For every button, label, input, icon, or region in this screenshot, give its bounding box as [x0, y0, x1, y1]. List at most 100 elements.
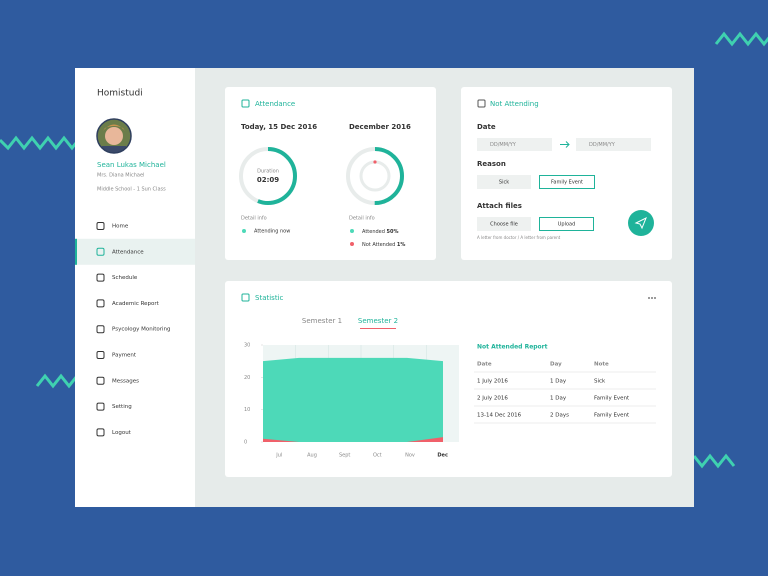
- cell: Family Event: [594, 396, 630, 402]
- attach-label: Attach files: [477, 202, 522, 210]
- sidebar: [75, 68, 195, 507]
- menu-item[interactable]: Schedule: [96, 273, 138, 282]
- menu-item[interactable]: Attendance: [75, 238, 195, 265]
- upload-button[interactable]: [539, 217, 594, 231]
- not-attended: Not Attended 1%: [362, 242, 405, 248]
- today-heading: Today, 15 Dec 2016: [241, 123, 317, 131]
- menu-icon: [96, 402, 105, 411]
- ring-progress: [239, 147, 297, 205]
- menu-item[interactable]: Home: [96, 222, 129, 230]
- profile-class: Middle School - 1 Sun Class: [97, 187, 166, 193]
- legend-dot: [350, 229, 354, 233]
- report-table: Date Day Note 1 July 2016 1 Day Sick 2 July 20…: [474, 362, 656, 424]
- menu: Home Attendance Schedule Academic Report Psy…: [75, 222, 195, 437]
- send-icon: [634, 216, 647, 230]
- menu-item[interactable]: Psycology Monitoring: [96, 325, 171, 334]
- calendar-icon: [477, 99, 486, 108]
- menu-label: Home: [112, 224, 129, 230]
- date-input[interactable]: [576, 138, 651, 151]
- duration-label: Duration: [257, 169, 279, 175]
- ring-progress: [346, 147, 404, 205]
- card-title: Attendance: [255, 100, 295, 108]
- date-label: Date: [477, 123, 496, 131]
- attended: Attended 50%: [362, 229, 399, 235]
- placeholder: DD/MM/YY: [589, 142, 616, 148]
- button-label: Choose file: [490, 222, 518, 228]
- ring-dot: [373, 160, 377, 164]
- x-tick-label: Nov: [405, 453, 415, 459]
- reason-button[interactable]: [539, 175, 595, 189]
- menu-label: Messages: [112, 378, 139, 384]
- menu-icon: [96, 222, 105, 230]
- menu-icon: [96, 247, 105, 256]
- y-tick-label: 20: [244, 375, 250, 381]
- menu-item[interactable]: Setting: [96, 402, 132, 411]
- reason-button[interactable]: [477, 175, 531, 189]
- column-header: Note: [594, 362, 609, 368]
- menu-icon: [96, 428, 105, 437]
- cell: 13-14 Dec 2016: [477, 413, 522, 419]
- menu-item[interactable]: Logout: [96, 428, 132, 437]
- send-button[interactable]: [628, 210, 654, 236]
- column-header: Day: [550, 362, 562, 368]
- reason-label: Reason: [477, 160, 506, 168]
- date-input[interactable]: [477, 138, 552, 151]
- avatar: [97, 119, 131, 153]
- legend-dot: [350, 242, 354, 246]
- x-tick-label: Oct: [373, 453, 382, 459]
- x-tick-label: Jul: [275, 453, 282, 459]
- card-title: Statistic: [255, 294, 284, 302]
- y-tick-label: 10: [244, 407, 250, 413]
- detail-label: Detail info: [241, 216, 267, 222]
- cell: 2 Days: [550, 413, 569, 419]
- menu-label: Attendance: [112, 249, 144, 255]
- tab[interactable]: Semester 1: [302, 317, 342, 325]
- cell: Sick: [594, 379, 606, 385]
- cell: 1 Day: [550, 396, 567, 402]
- button-label: Upload: [558, 222, 576, 228]
- x-tick-label: Dec: [437, 453, 448, 459]
- area: [263, 437, 443, 442]
- menu-label: Psycology Monitoring: [112, 327, 171, 333]
- menu-label: Setting: [112, 404, 132, 410]
- menu-label: Academic Report: [112, 301, 160, 307]
- menu-active-bg: [75, 238, 195, 265]
- choose-file-button[interactable]: [477, 217, 531, 231]
- menu-item[interactable]: Academic Report: [96, 299, 160, 308]
- tab-active[interactable]: Semester 2: [358, 317, 398, 325]
- decorations: [0, 31, 768, 469]
- y-tick-label: 0: [244, 440, 247, 446]
- status: Attending now: [254, 229, 290, 235]
- legend-dot: [242, 229, 246, 233]
- menu-item[interactable]: Messages: [96, 376, 139, 385]
- report-title: Not Attended Report: [477, 344, 548, 351]
- cell: 1 Day: [550, 379, 567, 385]
- button-label: Family Event: [551, 180, 583, 186]
- brand: Homistudi: [97, 89, 143, 99]
- column-header: Date: [477, 362, 492, 368]
- card-title: Not Attending: [490, 100, 539, 108]
- menu-item[interactable]: Payment: [96, 351, 137, 359]
- menu-icon: [96, 299, 105, 308]
- x-tick-label: Sept: [339, 453, 350, 459]
- cell: 2 July 2016: [477, 396, 508, 402]
- placeholder: DD/MM/YY: [490, 142, 517, 148]
- month-heading: December 2016: [349, 123, 411, 131]
- menu-icon: [96, 325, 105, 334]
- attendance-icon: [241, 99, 250, 108]
- hint: A letter from doctor / A letter from par…: [477, 235, 561, 240]
- cell: 1 July 2016: [477, 379, 508, 385]
- more-button[interactable]: [648, 297, 656, 299]
- detail-label: Detail info: [349, 216, 375, 222]
- menu-icon: [96, 273, 105, 282]
- menu-label: Logout: [112, 430, 132, 436]
- statistic-icon: [241, 293, 250, 302]
- menu-icon: [96, 376, 105, 385]
- menu-icon: [96, 351, 105, 359]
- menu-label: Schedule: [112, 275, 138, 281]
- attendance-card: [225, 87, 436, 260]
- chart: 0 10 20 30 Jul Aug Sept Oct Nov Dec: [244, 343, 448, 459]
- area: [263, 357, 443, 442]
- not-attending-card: [461, 87, 672, 260]
